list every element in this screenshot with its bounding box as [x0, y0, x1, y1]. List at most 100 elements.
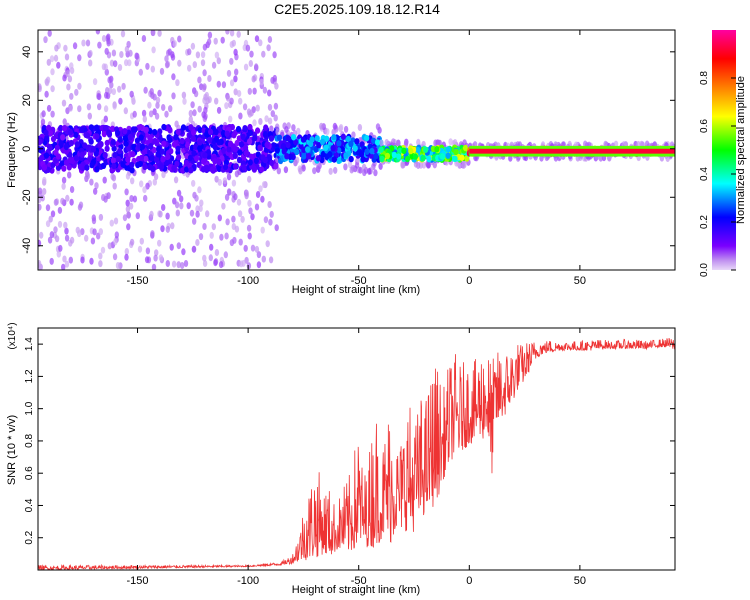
spectral-blob — [113, 217, 119, 225]
spectral-blob — [330, 145, 336, 152]
spectral-blob — [200, 51, 206, 59]
spectral-blob — [61, 99, 67, 107]
spectral-blob — [61, 124, 68, 132]
spectral-blob — [183, 260, 189, 267]
spectral-blob — [384, 152, 391, 160]
spectral-blob — [175, 209, 180, 217]
spectral-blob — [315, 165, 321, 173]
spectral-blob — [358, 166, 363, 174]
spectral-blob — [132, 195, 138, 203]
spectral-blob — [312, 167, 317, 175]
spectral-blob — [187, 64, 192, 72]
spectral-blob — [77, 82, 82, 90]
spectral-blob — [88, 49, 93, 57]
spectral-blob — [208, 128, 214, 136]
spectral-blob — [175, 128, 181, 136]
spectral-blob — [204, 91, 209, 99]
spectral-blob — [180, 124, 187, 131]
spectral-blob — [38, 239, 42, 247]
spectral-blob — [345, 135, 351, 143]
spectral-blob — [328, 167, 333, 175]
colorbar: 0.0 0.2 0.4 0.6 0.8 Normalized spectral ampl… — [699, 30, 747, 277]
spectral-blob — [247, 159, 253, 166]
spectral-blob — [65, 70, 70, 77]
spectral-blob — [249, 153, 255, 160]
spectral-blob — [58, 244, 63, 252]
spectrogram-marks — [38, 30, 675, 270]
spectral-blob — [111, 162, 117, 170]
spectral-blob — [269, 125, 274, 133]
spectral-blob — [132, 126, 138, 133]
spectral-blob — [225, 30, 230, 35]
spectral-blob — [192, 109, 197, 117]
spectral-blob — [354, 138, 360, 145]
spectral-blob — [112, 182, 117, 190]
spectral-blob — [98, 260, 103, 268]
spectral-blob — [214, 51, 220, 59]
y-tick-label-group: 1.2 — [24, 369, 35, 383]
spectral-blob — [66, 164, 72, 171]
spectral-blob — [97, 103, 102, 111]
spectral-blob — [267, 201, 272, 208]
spectral-blob — [135, 212, 140, 220]
spectrogram-x-label: Height of straight line (km) — [292, 284, 420, 296]
colorbar-tick-label: 0.2 — [699, 215, 710, 229]
spectral-blob — [258, 39, 263, 47]
spectral-blob — [233, 48, 238, 56]
spectral-blob — [358, 151, 365, 158]
spectral-blob — [343, 125, 349, 133]
spectral-blob — [225, 218, 230, 226]
spectral-blob — [426, 155, 432, 162]
spectral-blob — [360, 156, 366, 163]
spectral-blob — [331, 134, 337, 141]
spectral-blob — [49, 257, 54, 265]
spectral-blob — [613, 140, 619, 148]
spectral-blob — [270, 76, 275, 84]
y-tick-label-group: -20 — [21, 189, 33, 205]
spectral-blob — [461, 162, 466, 169]
spectral-blob — [378, 146, 384, 153]
spectral-blob — [149, 154, 155, 162]
spectral-blob — [94, 166, 100, 173]
spectral-blob — [273, 114, 278, 122]
spectral-blob — [150, 65, 155, 73]
colorbar-tick-label-group: 0.0 — [699, 263, 710, 277]
spectral-blob — [129, 195, 134, 202]
spectral-blob — [121, 82, 126, 90]
spectral-blob — [113, 60, 118, 68]
spectral-blob — [63, 221, 68, 229]
spectral-blob — [50, 135, 57, 143]
spectral-blob — [323, 144, 329, 152]
spectral-blob — [103, 115, 109, 123]
spectral-blob — [255, 191, 261, 198]
spectral-blob — [293, 138, 299, 146]
spectral-blob — [401, 147, 407, 154]
spectral-blob — [148, 110, 154, 118]
spectral-blob — [97, 141, 103, 149]
spectral-blob — [264, 115, 269, 123]
spectral-blob — [103, 105, 109, 113]
spectral-blob — [64, 234, 70, 242]
spectral-blob — [258, 118, 263, 125]
spectral-blob — [202, 83, 207, 91]
spectral-blob — [231, 215, 236, 223]
spectral-blob — [197, 126, 203, 134]
spectral-blob — [62, 255, 67, 263]
spectral-blob — [90, 146, 97, 153]
spectral-blob — [81, 39, 86, 47]
spectral-blob — [173, 133, 179, 141]
spectral-blob — [193, 90, 199, 98]
spectral-blob — [247, 110, 253, 118]
spectral-blob — [275, 123, 280, 131]
spectral-blob — [94, 124, 100, 131]
x-tick-label: 50 — [574, 275, 586, 287]
spectral-blob — [243, 63, 249, 71]
spectral-blob — [122, 128, 128, 135]
spectral-blob — [264, 141, 270, 148]
spectral-blob — [415, 146, 421, 154]
spectral-blob — [231, 39, 236, 47]
spectral-blob — [255, 127, 261, 134]
spectral-blob — [180, 167, 186, 174]
spectral-blob — [284, 126, 289, 133]
spectral-blob — [351, 131, 356, 139]
